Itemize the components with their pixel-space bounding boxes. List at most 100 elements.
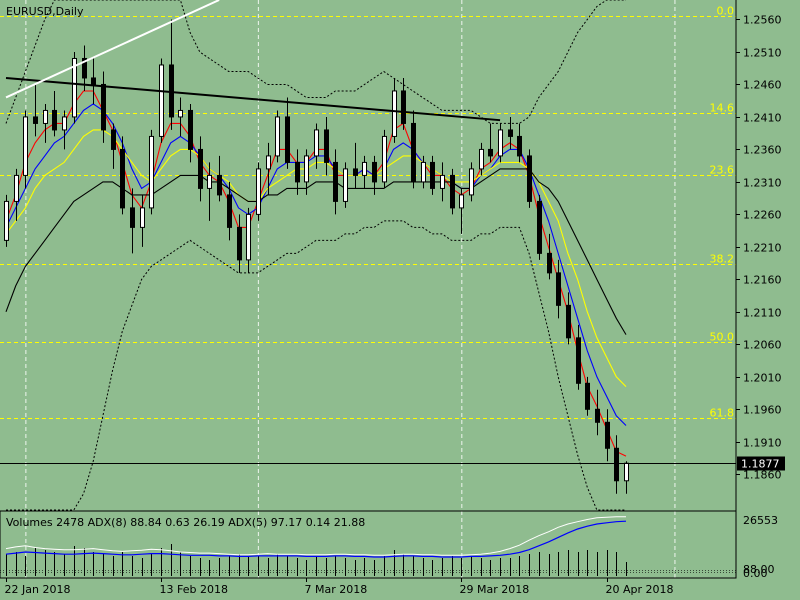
y-tick-label: 1.2260 xyxy=(743,209,782,222)
trendline xyxy=(5,76,501,122)
fibonacci-level-label: 38.2 xyxy=(710,253,735,266)
bearish-candle xyxy=(595,408,600,423)
bearish-candle xyxy=(198,148,203,189)
indicator-panel: Volumes 2478 ADX(8) 88.84 0.63 26.19 ADX… xyxy=(0,510,737,579)
y-tick-label: 1.2060 xyxy=(743,339,782,352)
bollinger-bands xyxy=(5,0,626,511)
bullish-candle xyxy=(314,129,319,157)
indicator-tick-label: 26553 xyxy=(743,514,778,527)
adx-white-line xyxy=(5,516,626,556)
bearish-candle xyxy=(614,447,619,482)
trendline xyxy=(5,0,220,99)
bullish-candle xyxy=(469,168,474,196)
axes: 1.2560 1.2510 1.2460 1.2410 1.2360 1.2310 1.22… xyxy=(0,0,782,596)
y-tick-label: 1.1860 xyxy=(743,469,782,482)
bearish-candle xyxy=(537,200,542,254)
bearish-candle xyxy=(82,57,87,79)
bullish-candle xyxy=(275,116,280,157)
bullish-candle xyxy=(4,200,9,241)
bearish-candle xyxy=(237,226,242,261)
bullish-candle xyxy=(14,174,19,202)
bullish-candle xyxy=(207,174,212,189)
trendlines xyxy=(5,0,501,122)
y-axis-ticks: 1.2560 1.2510 1.2460 1.2410 1.2360 1.2310 1.22… xyxy=(736,14,782,482)
bearish-candle xyxy=(285,116,290,163)
bullish-candle xyxy=(43,109,48,124)
indicator-tick-label: 0.00 xyxy=(743,567,768,580)
y-tick-label: 1.1960 xyxy=(743,404,782,417)
indicator-label: Volumes 2478 ADX(8) 88.84 0.63 26.19 ADX… xyxy=(6,516,365,529)
bullish-candle xyxy=(159,64,164,137)
indicator-tick-label: 88.00 xyxy=(743,563,775,576)
current-price-line: 1.1877 xyxy=(0,456,785,471)
y-tick-label: 1.2010 xyxy=(743,372,782,385)
bullish-candle xyxy=(382,135,387,183)
x-tick-label: 7 Mar 2018 xyxy=(305,583,368,596)
bearish-candle xyxy=(227,194,232,228)
current-price-label: 1.1877 xyxy=(741,458,780,471)
y-tick-label: 1.1910 xyxy=(743,437,782,450)
bearish-candle xyxy=(576,337,581,384)
indicator-axis-ticks: 26553 88.000.00 xyxy=(743,514,778,580)
bullish-candle xyxy=(72,57,77,118)
x-tick-label: 20 Apr 2018 xyxy=(606,583,674,596)
y-tick-label: 1.2460 xyxy=(743,79,782,92)
bearish-candle xyxy=(101,83,106,131)
fibonacci-level-label: 50.0 xyxy=(710,331,735,344)
y-tick-label: 1.2410 xyxy=(743,112,782,125)
bearish-candle xyxy=(508,129,513,137)
bullish-candle xyxy=(362,161,367,176)
bullish-candle xyxy=(266,155,271,170)
candlesticks xyxy=(4,19,629,494)
bearish-candle xyxy=(295,161,300,183)
current-price-tag xyxy=(737,456,785,471)
bearish-candle xyxy=(488,148,493,157)
bullish-candle xyxy=(149,135,154,209)
bearish-candle xyxy=(556,272,561,306)
bullish-candle xyxy=(624,462,629,482)
bullish-candle xyxy=(479,148,484,170)
bearish-candle xyxy=(91,77,96,85)
bullish-candle xyxy=(256,168,261,215)
bullish-candle xyxy=(140,207,145,228)
bollinger-upper-band xyxy=(5,0,626,124)
bullish-candle xyxy=(246,213,251,261)
bearish-candle xyxy=(130,207,135,228)
bearish-candle xyxy=(111,129,116,150)
moving-average-line xyxy=(5,168,627,335)
bearish-candle xyxy=(52,109,57,131)
fibonacci-level-label: 23.6 xyxy=(710,164,735,177)
adx-lines xyxy=(5,516,627,558)
bearish-candle xyxy=(547,252,552,274)
y-tick-label: 1.2160 xyxy=(743,274,782,287)
fibonacci-level-label: 0.0 xyxy=(717,5,735,18)
bearish-candle xyxy=(33,116,38,124)
fibonacci-level-label: 14.6 xyxy=(710,102,735,115)
bullish-candle xyxy=(23,116,28,176)
bearish-candle xyxy=(450,174,455,209)
volume-bars xyxy=(6,544,627,576)
x-tick-label: 13 Feb 2018 xyxy=(160,583,228,596)
bullish-candle xyxy=(62,116,67,131)
bollinger-lower-band xyxy=(6,220,626,511)
bearish-candle xyxy=(324,129,329,163)
price-panel: 0.0 14.6 23.6 38.2 50.0 61.8 1.1877 EURUSD,Da… xyxy=(0,0,785,578)
bearish-candle xyxy=(372,161,377,183)
bearish-candle xyxy=(353,168,358,176)
bearish-candle xyxy=(566,304,571,339)
bearish-candle xyxy=(605,421,610,449)
x-tick-label: 22 Jan 2018 xyxy=(5,583,71,596)
y-tick-label: 1.2560 xyxy=(743,14,782,27)
bullish-candle xyxy=(440,174,445,189)
bearish-candle xyxy=(169,64,174,118)
bearish-candle xyxy=(120,148,125,209)
y-tick-label: 1.2310 xyxy=(743,177,782,190)
bearish-candle xyxy=(527,155,532,202)
x-tick-label: 29 Mar 2018 xyxy=(460,583,530,596)
bullish-candle xyxy=(304,155,309,183)
chart-title: EURUSD,Daily xyxy=(6,5,84,18)
bullish-candle xyxy=(392,90,397,137)
bearish-candle xyxy=(401,90,406,124)
